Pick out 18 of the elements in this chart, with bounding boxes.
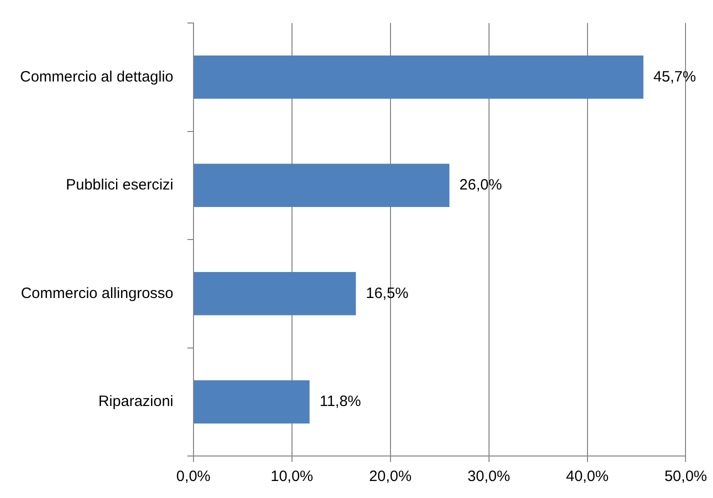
x-tick-label: 40,0% bbox=[566, 468, 609, 486]
y-tick-label: Pubblici esercizi bbox=[66, 176, 174, 194]
x-tick-label: 10,0% bbox=[270, 468, 314, 486]
y-tick-label: Commercio allingrosso bbox=[20, 284, 174, 302]
x-tick-label: 0,0% bbox=[176, 468, 210, 486]
x-tick-label: 20,0% bbox=[369, 468, 412, 486]
data-label: 45,7% bbox=[653, 68, 696, 86]
data-label: 16,5% bbox=[366, 284, 408, 302]
bar bbox=[194, 272, 356, 316]
bar bbox=[194, 55, 644, 99]
y-tick-label: Riparazioni bbox=[98, 393, 174, 410]
data-label: 26,0% bbox=[459, 176, 502, 194]
x-tick-label: 50,0% bbox=[664, 468, 708, 486]
bar bbox=[194, 164, 450, 208]
bar bbox=[194, 380, 310, 424]
y-tick-label: Commercio al dettaglio bbox=[20, 68, 174, 86]
x-tick-label: 30,0% bbox=[468, 468, 510, 486]
data-label: 11,8% bbox=[320, 393, 362, 410]
